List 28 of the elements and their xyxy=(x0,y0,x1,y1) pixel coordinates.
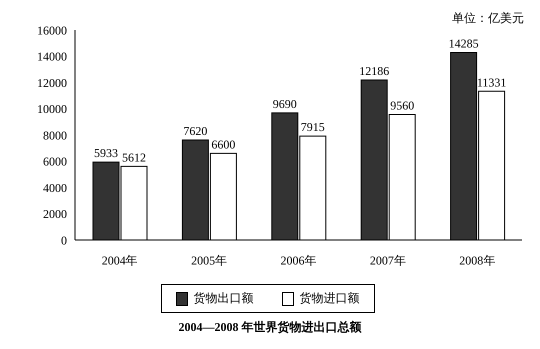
data-label: 7620 xyxy=(183,124,208,138)
data-label: 9690 xyxy=(272,96,297,111)
text: 单位：亿美元 xyxy=(452,10,524,27)
legend-label: 货物进口额 xyxy=(300,290,360,307)
y-tick-label: 12000 xyxy=(37,76,67,90)
data-label: 5612 xyxy=(122,150,146,164)
data-label: 5933 xyxy=(94,146,118,160)
data-label: 12186 xyxy=(359,64,390,78)
y-tick-label: 10000 xyxy=(37,102,67,116)
y-tick-label: 2000 xyxy=(43,207,67,222)
data-label: 11331 xyxy=(476,75,506,90)
data-label: 6600 xyxy=(211,137,236,152)
y-tick-label: 4000 xyxy=(43,180,67,195)
legend-label: 货物出口额 xyxy=(194,290,254,307)
y-tick-label: 14000 xyxy=(37,50,67,64)
data-label: 14285 xyxy=(448,36,479,51)
x-tick-label: 2004年 xyxy=(102,254,138,268)
y-tick-label: 0 xyxy=(61,233,67,248)
x-tick-label: 2006年 xyxy=(280,254,316,268)
y-tick-label: 8000 xyxy=(43,128,67,142)
x-tick-label: 2007年 xyxy=(370,254,406,268)
x-tick-label: 2005年 xyxy=(191,254,228,268)
x-tick-label: 2008年 xyxy=(459,254,496,268)
y-tick-label: 16000 xyxy=(37,23,67,38)
text: 2004—2008 年世界货物进出口总额 xyxy=(178,319,362,336)
data-label: 9560 xyxy=(390,98,414,113)
data-label: 7915 xyxy=(300,120,325,134)
y-tick-label: 6000 xyxy=(43,154,67,169)
